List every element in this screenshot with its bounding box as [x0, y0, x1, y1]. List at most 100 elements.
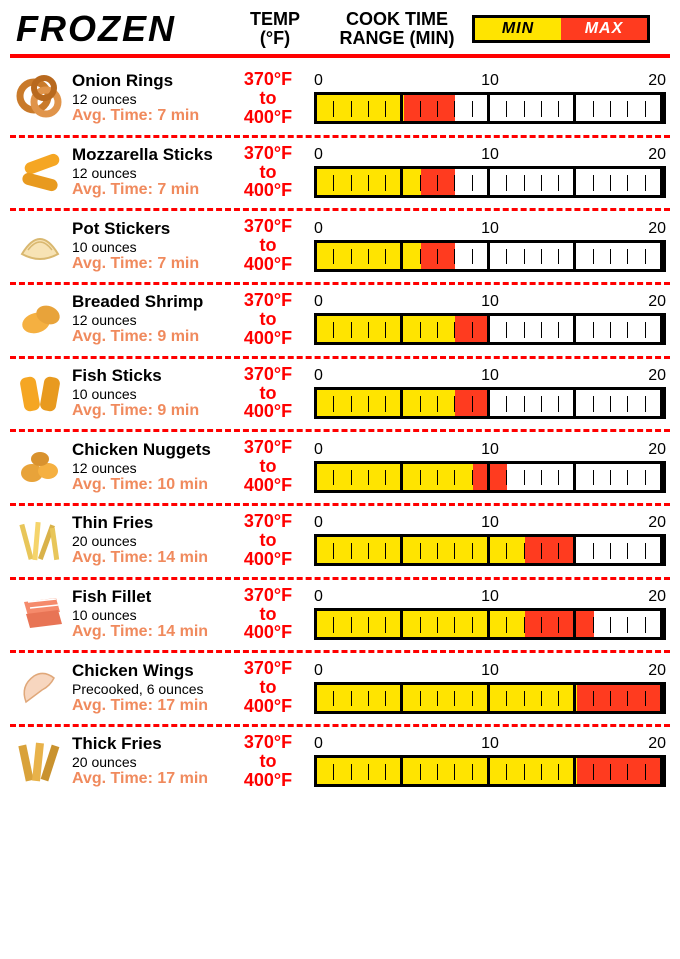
bar-segment-empty [490, 390, 663, 416]
bar-axis: 0 10 20 [314, 514, 666, 532]
bar-segment-empty [576, 537, 663, 563]
temp-high: 400°F [228, 771, 308, 790]
temp-low: 370°F [228, 217, 308, 236]
bar-segment-min [317, 316, 455, 342]
food-avg-time: Avg. Time: 9 min [72, 328, 228, 346]
food-avg-time: Avg. Time: 17 min [72, 770, 228, 788]
bar-segment-min [317, 758, 577, 784]
temp-range: 370°Fto400°F [228, 217, 308, 274]
cook-time-bar: 01020 [308, 367, 666, 419]
temp-to: to [228, 678, 308, 697]
axis-tick-10: 10 [481, 735, 499, 753]
temp-low: 370°F [228, 512, 308, 531]
pot-stickers-icon [10, 220, 70, 272]
temp-high: 400°F [228, 329, 308, 348]
food-avg-time: Avg. Time: 7 min [72, 107, 228, 125]
axis-tick-0: 0 [314, 735, 323, 753]
thin-fries-icon [10, 514, 70, 566]
cooktime-column-header: COOK TIME RANGE (MIN) [322, 10, 472, 48]
bar-segment-max [577, 758, 664, 784]
axis-tick-0: 0 [314, 441, 323, 459]
temp-to: to [228, 752, 308, 771]
temp-to: to [228, 89, 308, 108]
temp-high: 400°F [228, 181, 308, 200]
temp-high: 400°F [228, 476, 308, 495]
bar-axis: 01020 [314, 72, 666, 90]
legend-max: MAX [561, 18, 647, 40]
axis-tick-20: 20 [648, 146, 666, 164]
bar-segment-min [317, 390, 455, 416]
bar-track [314, 682, 666, 714]
bar-axis: 01020 [314, 588, 666, 606]
temp-low: 370°F [228, 659, 308, 678]
food-info: Thick Fries20 ouncesAvg. Time: 17 min [70, 734, 228, 788]
bar-segment-max [577, 685, 664, 711]
food-name: Breaded Shrimp [72, 292, 228, 312]
axis-tick-20: 20 [648, 441, 666, 459]
food-name: Onion Rings [72, 71, 228, 91]
chicken-nuggets-icon [10, 441, 70, 493]
page-title: FROZEN [10, 8, 228, 50]
temp-low: 370°F [228, 733, 308, 752]
bar-segment-min [317, 169, 421, 195]
temp-range: 370°Fto400°F [228, 70, 308, 127]
temp-high: 400°F [228, 255, 308, 274]
bar-axis: 01020 [314, 441, 666, 459]
food-row: Fish Sticks10 ouncesAvg. Time: 9 min370°… [10, 359, 670, 433]
food-avg-time: Avg. Time: 7 min [72, 255, 228, 273]
temp-high: 400°F [228, 697, 308, 716]
cook-time-bar: 01020 [308, 588, 666, 640]
axis-tick-0: 0 [314, 514, 323, 532]
axis-tick-20: 20 [648, 220, 666, 238]
bar-segment-min [317, 243, 421, 269]
food-row: Pot Stickers10 ouncesAvg. Time: 7 min370… [10, 211, 670, 285]
temp-low: 370°F [228, 365, 308, 384]
axis-tick-10: 10 [481, 514, 499, 532]
axis-tick-20: 20 [648, 514, 666, 532]
rows-container: Onion Rings12 ouncesAvg. Time: 7 min370°… [10, 64, 670, 798]
temp-high: 400°F [228, 550, 308, 569]
temp-to: to [228, 163, 308, 182]
bar-segment-min [317, 611, 525, 637]
temp-range: 370°Fto400°F [228, 733, 308, 790]
food-avg-time: Avg. Time: 7 min [72, 181, 228, 199]
food-info: Fish Fillet10 ouncesAvg. Time: 14 min [70, 587, 228, 641]
bar-axis: 01020 [314, 293, 666, 311]
food-info: Fish Sticks10 ouncesAvg. Time: 9 min [70, 366, 228, 420]
axis-tick-10: 10 [481, 146, 499, 164]
food-name: Chicken Wings [72, 661, 228, 681]
food-portion: 12 ounces [72, 165, 228, 181]
chicken-wings-icon [10, 662, 70, 714]
temp-to: to [228, 531, 308, 550]
food-portion: 10 ounces [72, 239, 228, 255]
temp-low: 370°F [228, 586, 308, 605]
bar-segment-min [317, 537, 525, 563]
food-name: Mozzarella Sticks [72, 145, 228, 165]
food-name: Fish Fillet [72, 587, 228, 607]
food-name: Thick Fries [72, 734, 228, 754]
cook-time-bar: 01020 [308, 441, 666, 493]
temp-high: 400°F [228, 402, 308, 421]
food-name: Thin Fries [72, 513, 228, 533]
axis-tick-10: 10 [481, 662, 499, 680]
food-name: Pot Stickers [72, 219, 228, 239]
axis-tick-20: 20 [648, 72, 666, 90]
bar-segment-empty [594, 611, 663, 637]
food-portion: 12 ounces [72, 460, 228, 476]
header: FROZEN TEMP (°F) COOK TIME RANGE (MIN) M… [10, 8, 670, 58]
food-avg-time: Avg. Time: 14 min [72, 623, 228, 641]
food-row: Thick Fries20 ouncesAvg. Time: 17 min370… [10, 727, 670, 798]
temp-to: to [228, 457, 308, 476]
legend: MIN MAX [472, 15, 650, 43]
bar-axis: 01020 [314, 735, 666, 753]
food-info: Breaded Shrimp12 ouncesAvg. Time: 9 min [70, 292, 228, 346]
bar-segment-min [317, 464, 473, 490]
cook-time-bar: 01020 [308, 293, 666, 345]
temp-column-header: TEMP (°F) [228, 10, 322, 48]
food-info: Chicken Nuggets12 ouncesAvg. Time: 10 mi… [70, 440, 228, 494]
axis-tick-10: 10 [481, 293, 499, 311]
temp-low: 370°F [228, 70, 308, 89]
food-portion: 12 ounces [72, 312, 228, 328]
axis-tick-0: 0 [314, 220, 323, 238]
bar-track [314, 755, 666, 787]
